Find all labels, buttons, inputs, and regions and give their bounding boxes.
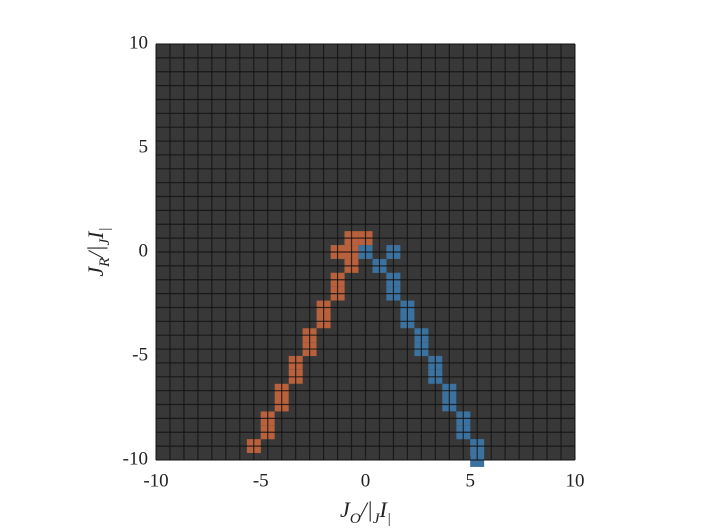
label-part: I <box>379 497 389 522</box>
y-tick-label: 5 <box>139 136 149 157</box>
x-tick-label: 10 <box>566 470 585 491</box>
label-part: | <box>387 511 391 527</box>
x-tick-label: 0 <box>361 470 371 491</box>
label-part: J <box>97 238 113 246</box>
label-part: I <box>83 230 108 240</box>
label-part: J <box>83 266 108 277</box>
label-part: O <box>350 511 361 527</box>
label-part: /| <box>359 497 373 522</box>
y-tick-label: 10 <box>129 32 148 53</box>
y-tick-label: -5 <box>132 344 148 365</box>
label-part: J <box>340 497 351 522</box>
ylabel: JR/|JI| <box>83 227 113 276</box>
label-part: J <box>373 511 381 527</box>
x-tick-label: 5 <box>466 470 476 491</box>
x-tick-label: -5 <box>253 470 269 491</box>
label-part: R <box>97 258 113 268</box>
xlabel: JO/|JI| <box>340 497 391 527</box>
label-part: /| <box>83 246 108 260</box>
y-tick-label: -10 <box>123 448 148 469</box>
y-tick-label: 0 <box>139 240 149 261</box>
label-part: | <box>97 227 113 231</box>
x-tick-label: -10 <box>143 470 168 491</box>
